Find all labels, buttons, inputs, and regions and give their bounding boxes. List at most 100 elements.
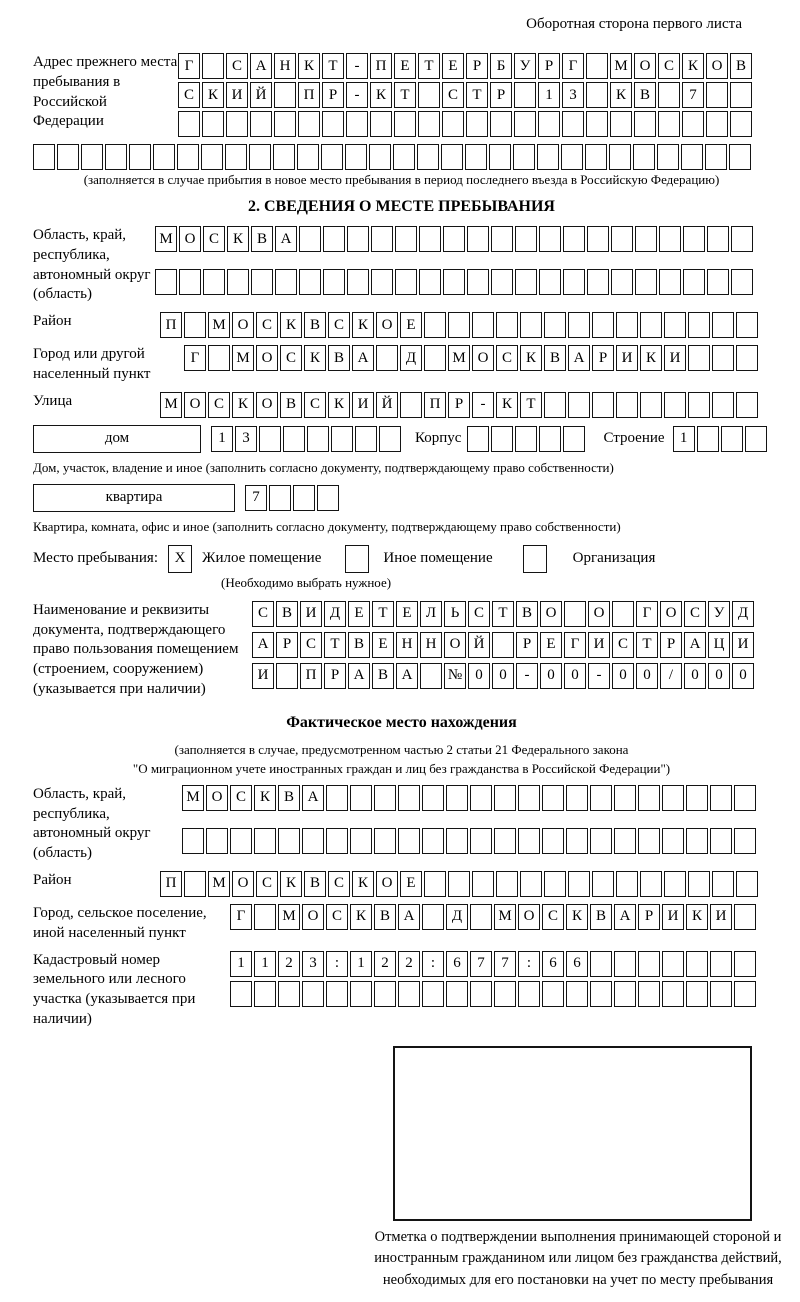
char-box[interactable] xyxy=(707,226,729,252)
char-box[interactable] xyxy=(274,82,296,108)
char-box[interactable] xyxy=(515,425,538,452)
char-box[interactable] xyxy=(736,312,758,339)
char-box[interactable] xyxy=(562,111,584,137)
char-box[interactable] xyxy=(302,980,324,1007)
char-box[interactable] xyxy=(226,111,248,137)
char-box[interactable]: К xyxy=(202,82,224,108)
char-box[interactable] xyxy=(448,312,470,339)
checkbox-organization[interactable] xyxy=(522,544,547,573)
char-box[interactable]: 0 xyxy=(540,662,562,689)
char-box[interactable] xyxy=(398,784,420,811)
char-box[interactable]: В xyxy=(516,600,538,627)
char-box[interactable] xyxy=(568,312,590,339)
char-box[interactable] xyxy=(321,144,343,170)
char-box[interactable]: 1 xyxy=(230,950,252,977)
char-box[interactable] xyxy=(202,111,224,137)
char-box[interactable] xyxy=(472,312,494,339)
char-box[interactable] xyxy=(203,269,225,295)
char-box[interactable] xyxy=(424,345,446,372)
char-box[interactable]: В xyxy=(251,226,273,252)
char-box[interactable]: Р xyxy=(638,903,660,930)
char-box[interactable]: 7 xyxy=(470,950,492,977)
char-box[interactable] xyxy=(418,111,440,137)
char-box[interactable] xyxy=(686,980,708,1007)
char-box[interactable]: 0 xyxy=(684,662,706,689)
char-box[interactable]: 0 xyxy=(564,662,586,689)
char-box[interactable] xyxy=(326,784,348,811)
char-box[interactable]: Н xyxy=(274,53,296,79)
char-box[interactable] xyxy=(395,269,417,295)
char-box[interactable] xyxy=(590,827,612,854)
char-box[interactable] xyxy=(736,391,758,418)
char-box[interactable] xyxy=(323,226,345,252)
char-box[interactable] xyxy=(374,784,396,811)
char-box[interactable]: Р xyxy=(322,82,344,108)
char-box[interactable] xyxy=(254,827,276,854)
char-box[interactable] xyxy=(394,111,416,137)
char-box[interactable] xyxy=(208,345,230,372)
char-box[interactable]: 0 xyxy=(612,662,634,689)
char-box[interactable] xyxy=(491,269,513,295)
char-box[interactable] xyxy=(470,784,492,811)
char-box[interactable]: О xyxy=(588,600,610,627)
char-box[interactable]: К xyxy=(566,903,588,930)
char-box[interactable]: Е xyxy=(394,53,416,79)
checkbox-dwelling[interactable]: X xyxy=(168,544,192,573)
char-box[interactable] xyxy=(350,827,372,854)
char-box[interactable] xyxy=(688,312,710,339)
char-box[interactable]: Б xyxy=(490,53,512,79)
char-box[interactable] xyxy=(376,345,398,372)
char-box[interactable] xyxy=(443,269,465,295)
char-box[interactable] xyxy=(734,980,756,1007)
char-box[interactable] xyxy=(566,980,588,1007)
char-box[interactable] xyxy=(225,144,247,170)
char-box[interactable]: - xyxy=(472,391,494,418)
char-box[interactable] xyxy=(346,111,368,137)
char-box[interactable]: С xyxy=(496,345,518,372)
char-box[interactable] xyxy=(251,269,273,295)
char-box[interactable] xyxy=(347,269,369,295)
char-box[interactable] xyxy=(299,269,321,295)
char-box[interactable] xyxy=(614,980,636,1007)
char-box[interactable] xyxy=(710,980,732,1007)
char-box[interactable]: М xyxy=(610,53,632,79)
char-box[interactable] xyxy=(611,269,633,295)
char-box[interactable] xyxy=(734,784,756,811)
char-box[interactable] xyxy=(179,269,201,295)
char-box[interactable]: Г xyxy=(178,53,200,79)
char-box[interactable] xyxy=(542,784,564,811)
char-box[interactable] xyxy=(539,226,561,252)
char-box[interactable]: К xyxy=(304,345,326,372)
char-box[interactable] xyxy=(616,391,638,418)
char-box[interactable] xyxy=(609,144,631,170)
char-box[interactable] xyxy=(635,226,657,252)
char-box[interactable]: М xyxy=(160,391,182,418)
char-box[interactable] xyxy=(227,269,249,295)
char-box[interactable] xyxy=(254,980,276,1007)
char-box[interactable] xyxy=(398,827,420,854)
char-box[interactable]: Р xyxy=(448,391,470,418)
char-box[interactable]: 6 xyxy=(446,950,468,977)
char-box[interactable]: М xyxy=(278,903,300,930)
char-box[interactable] xyxy=(611,226,633,252)
char-box[interactable]: : xyxy=(326,950,348,977)
char-box[interactable] xyxy=(298,111,320,137)
char-box[interactable]: А xyxy=(252,631,274,658)
char-box[interactable]: - xyxy=(346,53,368,79)
char-box[interactable] xyxy=(441,144,463,170)
char-box[interactable] xyxy=(446,827,468,854)
char-box[interactable] xyxy=(734,903,756,930)
char-box[interactable]: А xyxy=(275,226,297,252)
char-box[interactable]: В xyxy=(304,312,326,339)
char-box[interactable] xyxy=(275,269,297,295)
char-box[interactable]: О xyxy=(184,391,206,418)
char-box[interactable] xyxy=(230,980,252,1007)
char-box[interactable] xyxy=(494,827,516,854)
char-box[interactable] xyxy=(514,82,536,108)
char-box[interactable] xyxy=(590,784,612,811)
char-box[interactable] xyxy=(178,111,200,137)
char-box[interactable]: К xyxy=(520,345,542,372)
char-box[interactable] xyxy=(422,784,444,811)
char-box[interactable] xyxy=(712,312,734,339)
char-box[interactable] xyxy=(467,226,489,252)
